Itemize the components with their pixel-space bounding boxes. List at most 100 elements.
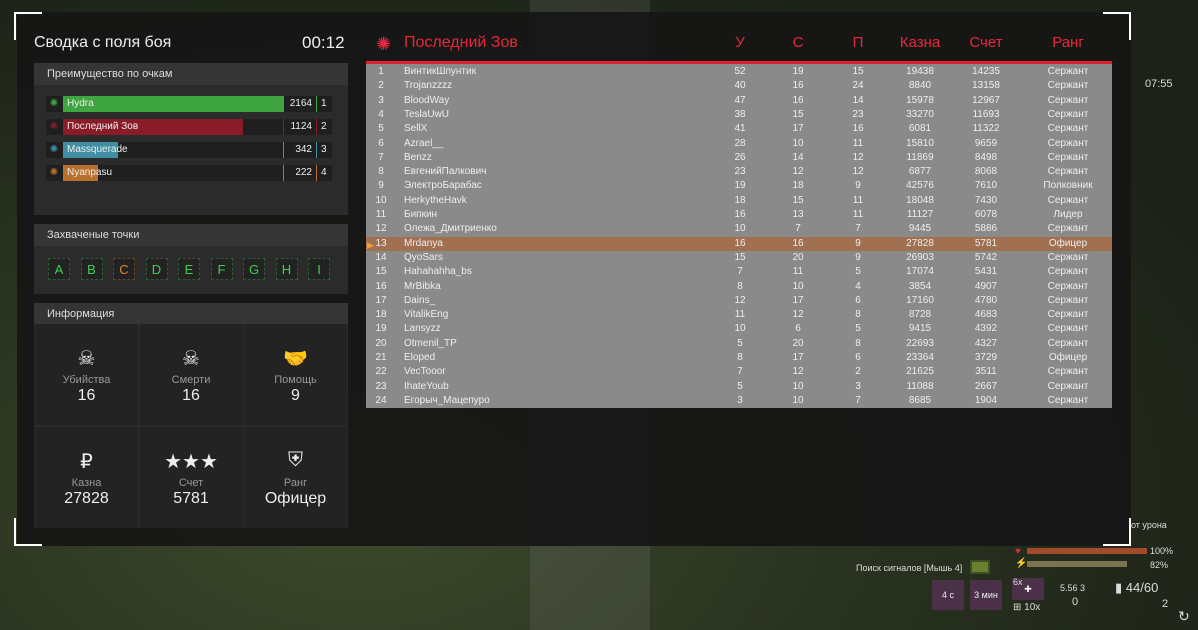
stamina-value: 82% (1150, 560, 1169, 570)
heart-icon: ♥ (1015, 546, 1021, 557)
cell-5: 18048 (906, 194, 934, 206)
cell-1: TeslaUwU (404, 108, 450, 120)
health-value: 100% (1150, 546, 1174, 556)
cell-3: 20 (792, 251, 804, 263)
team-rank: 1 (316, 96, 332, 112)
capture-point-b: B (80, 258, 103, 280)
item-slot-2[interactable]: 3 мин (970, 580, 1002, 610)
player-row[interactable]: 21 Eloped 8 17 6 23364 3729 Офицер (366, 351, 1112, 365)
cell-2: 23 (734, 166, 746, 178)
stars-icon: ★★★ (164, 451, 218, 473)
player-row[interactable]: 13 Mrdanya 16 16 9 27828 5781 Офицер (366, 236, 1112, 251)
player-row[interactable]: 19 Lansyzz 10 6 5 9415 4392 Сержант (366, 322, 1112, 336)
info-label: Смерти (171, 374, 211, 386)
health-bar (1027, 548, 1147, 554)
cell-7: Сержант (1047, 166, 1089, 178)
skull-icon: ☠ (77, 348, 96, 370)
cell-6: 3511 (975, 366, 997, 378)
cell-2: 18 (734, 194, 746, 206)
cell-7: Сержант (1047, 123, 1089, 135)
cell-5: 22693 (906, 337, 934, 349)
frame-corner (1103, 12, 1131, 40)
cell-7: Сержант (1047, 108, 1089, 120)
reload-icon[interactable]: ↻ (1178, 608, 1190, 624)
player-row[interactable]: 8 ЕвгенийПалкович 23 12 12 6877 8068 Сержант (366, 165, 1112, 179)
cell-6: 5886 (974, 223, 998, 235)
cell-2: 10 (734, 223, 746, 235)
player-row[interactable]: 12 Олежа_Дмитриенко 10 7 7 9445 5886 Сержант (366, 222, 1112, 236)
medkit-slot[interactable]: ✚ (1012, 578, 1044, 600)
player-row[interactable]: 1 ВинтикШпунтик 52 19 15 19438 14235 Сержант (366, 65, 1112, 79)
cell-1: VitalikEng (404, 309, 449, 321)
cell-7: Сержант (1047, 337, 1089, 349)
rank-badge-icon: ⛨ (288, 449, 303, 471)
player-row[interactable]: 17 Dains_ 12 17 6 17160 4780 Сержант (366, 294, 1112, 308)
cell-2: 3 (737, 394, 743, 406)
player-row[interactable]: 14 QyoSars 15 20 9 26903 5742 Сержант (366, 251, 1112, 265)
capture-point-f: F (210, 258, 233, 280)
column-header[interactable]: Ранг (1052, 34, 1084, 51)
player-row[interactable]: 6 Azrael__ 28 10 11 15810 9659 Сержант (366, 137, 1112, 151)
info-value: Офицер (264, 490, 327, 507)
frame-corner (14, 518, 42, 546)
player-row[interactable]: 15 Hahahahha_bs 7 11 5 17074 5431 Сержант (366, 265, 1112, 279)
cell-0: 23 (375, 380, 387, 392)
cell-4: 8 (855, 309, 861, 321)
player-row[interactable]: 7 Benzz 26 14 12 11869 8498 Сержант (366, 151, 1112, 165)
cell-2: 41 (734, 123, 746, 135)
column-header[interactable]: Казна (899, 34, 941, 51)
player-row[interactable]: 23 IhateYoub 5 10 3 11088 2667 Сержант (366, 380, 1112, 394)
cell-2: 38 (734, 108, 746, 120)
cell-1: Олежа_Дмитриенко (404, 223, 497, 235)
player-row[interactable]: 11 Бипкин 16 13 11 11127 6078 Лидер (366, 208, 1112, 222)
cell-4: 12 (852, 151, 864, 163)
item-slot-1[interactable]: 4 с (932, 580, 964, 610)
cell-3: 14 (792, 151, 804, 163)
cell-5: 21625 (906, 366, 934, 378)
cell-3: 17 (792, 352, 804, 363)
info-cell-3: ₽ Казна 27828 (35, 427, 138, 528)
team-score-bar (63, 165, 99, 181)
player-row[interactable]: 2 Trojanzzzz 40 16 24 8840 13158 Сержант (366, 79, 1112, 93)
column-header[interactable]: П (852, 34, 864, 51)
cell-0: 1 (378, 66, 384, 77)
player-row[interactable]: 4 TeslaUwU 38 15 23 33270 11693 Сержант (366, 108, 1112, 122)
cell-0: 18 (375, 309, 387, 321)
info-cell-5: ⛨ Ранг Офицер (244, 427, 347, 528)
cell-4: 23 (852, 108, 864, 120)
player-row[interactable]: 3 BloodWay 47 16 14 15978 12967 Сержант (366, 94, 1112, 108)
cell-3: 19 (792, 66, 804, 77)
player-row[interactable]: 9 ЭлектроБарабас 19 18 9 42576 7610 Полковник (366, 179, 1112, 193)
clock: 07:55 (1145, 78, 1173, 90)
slot2-label: 3 мин (974, 590, 998, 600)
current-player-marker-icon: ▶ (367, 240, 374, 250)
column-header[interactable]: С (792, 34, 804, 51)
team-score: 342 (283, 142, 315, 158)
cell-2: 19 (734, 180, 746, 192)
player-row[interactable]: 10 HerkytheHavk 18 15 11 18048 7430 Сержант (366, 194, 1112, 208)
cell-4: 6 (855, 352, 861, 363)
player-row[interactable]: 22 VecTooor 7 12 2 21625 3511 Сержант (366, 365, 1112, 379)
player-row[interactable]: 16 MrBibka 8 10 4 3854 4907 Сержант (366, 280, 1112, 294)
cell-1: VecTooor (404, 366, 446, 378)
cell-7: Сержант (1047, 137, 1089, 149)
cell-2: 12 (734, 294, 746, 306)
last-call-emblem-icon: ✺ (49, 121, 59, 132)
cell-6: 4907 (974, 280, 998, 292)
cell-0: 17 (375, 294, 387, 306)
caliber: 5.56 3 (1060, 583, 1086, 593)
cell-7: Сержант (1047, 151, 1089, 163)
player-row[interactable]: 20 Otmenil_TP 5 20 8 22693 4327 Сержант (366, 337, 1112, 351)
cell-1: Eloped (404, 352, 436, 363)
cell-3: 16 (792, 80, 804, 92)
medkit-reserve: ⊞ 10x (1013, 602, 1041, 613)
column-header[interactable]: У (735, 34, 745, 51)
player-row[interactable]: 5 SellX 41 17 16 6081 11322 Сержант (366, 122, 1112, 136)
cell-3: 15 (792, 108, 804, 120)
column-header[interactable]: Счет (969, 34, 1003, 51)
player-row[interactable]: 18 VitalikEng 11 12 8 8728 4683 Сержант (366, 308, 1112, 322)
capture-point-h: H (275, 258, 298, 280)
cell-2: 8 (737, 352, 743, 363)
info-value: 5781 (173, 490, 209, 507)
player-row[interactable]: 24 Егорыч_Мацепуро 3 10 7 8685 1904 Сержант (366, 394, 1112, 408)
